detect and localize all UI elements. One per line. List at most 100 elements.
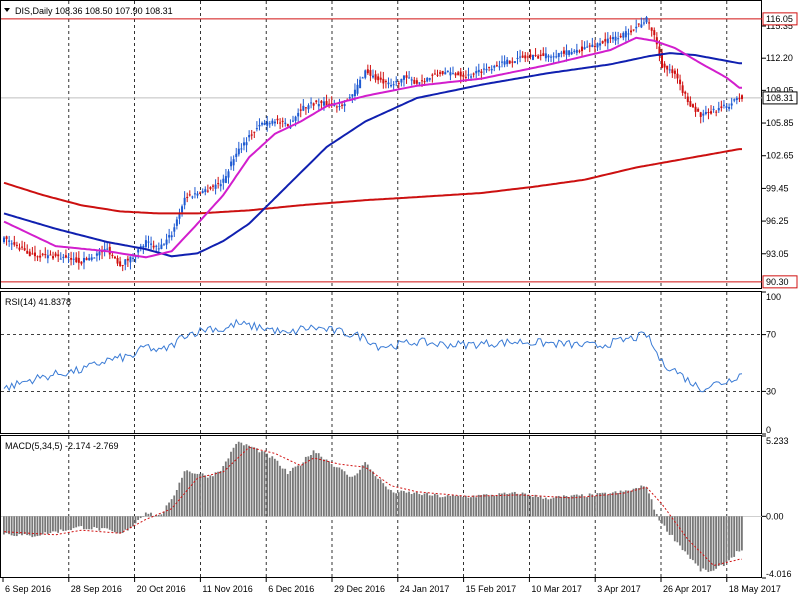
candle-body bbox=[588, 45, 591, 47]
candle-body bbox=[294, 116, 297, 121]
symbol-header[interactable]: DIS,Daily 108.36 108.50 107.90 108.31 bbox=[4, 6, 173, 16]
macd-histogram-bar bbox=[39, 516, 41, 536]
macd-histogram-bar bbox=[653, 509, 656, 517]
macd-histogram-bar bbox=[44, 516, 47, 533]
macd-histogram-bar bbox=[565, 495, 568, 517]
candle-body bbox=[395, 81, 398, 83]
macd-histogram-bar bbox=[15, 516, 18, 537]
x-axis-label: 11 Nov 2016 bbox=[202, 584, 252, 594]
macd-histogram-bar bbox=[90, 516, 93, 530]
macd-histogram-bar bbox=[449, 495, 452, 517]
macd-histogram-bar bbox=[470, 497, 472, 517]
candle-body bbox=[464, 76, 467, 78]
macd-histogram-bar bbox=[614, 491, 617, 517]
candle-body bbox=[160, 244, 163, 249]
candle-body bbox=[98, 251, 101, 256]
macd-histogram-bar bbox=[106, 516, 109, 529]
macd-histogram-bar bbox=[328, 461, 330, 517]
candle-body bbox=[343, 103, 346, 107]
candle-body bbox=[526, 56, 529, 58]
macd-histogram-bar bbox=[111, 516, 114, 532]
macd-histogram-bar bbox=[3, 516, 5, 535]
macd-histogram-bar bbox=[679, 516, 681, 546]
macd-histogram-bar bbox=[23, 516, 26, 535]
macd-histogram-bar bbox=[297, 465, 299, 517]
macd-histogram-bar bbox=[707, 516, 710, 572]
macd-histogram-bar bbox=[686, 516, 689, 555]
candle-body bbox=[614, 36, 617, 41]
macd-histogram-bar bbox=[294, 466, 297, 517]
macd-histogram-bar bbox=[75, 516, 78, 528]
candle-body bbox=[410, 79, 413, 81]
macd-histogram-bar bbox=[204, 475, 207, 517]
candle-body bbox=[18, 247, 21, 250]
macd-histogram-bar bbox=[160, 514, 163, 517]
macd-histogram-bar bbox=[444, 496, 447, 517]
macd-histogram-bar bbox=[717, 516, 720, 567]
macd-histogram-bar bbox=[325, 459, 328, 517]
macd-histogram-bar bbox=[503, 492, 506, 517]
candle-body bbox=[93, 257, 96, 259]
macd-histogram-bar bbox=[733, 516, 736, 557]
candle-body bbox=[284, 122, 287, 124]
macd-histogram-bar bbox=[423, 493, 426, 517]
macd-histogram-bar bbox=[307, 456, 310, 517]
macd-histogram-bar bbox=[330, 464, 333, 517]
macd-histogram-bar bbox=[663, 516, 666, 526]
macd-histogram-bar bbox=[46, 516, 49, 535]
candle-body bbox=[537, 55, 540, 59]
candle-body bbox=[90, 257, 93, 260]
macd-histogram-bar bbox=[392, 492, 395, 517]
ma-mid-line bbox=[3, 52, 742, 258]
candle-body bbox=[446, 70, 449, 72]
candle-body bbox=[454, 73, 457, 76]
macd-histogram-bar bbox=[645, 487, 648, 517]
candle-body bbox=[232, 159, 235, 166]
candle-body bbox=[511, 61, 514, 63]
candle-body bbox=[583, 47, 586, 50]
macd-histogram-bar bbox=[142, 516, 145, 517]
macd-histogram-bar bbox=[431, 495, 434, 517]
candle-body bbox=[462, 74, 465, 77]
macd-histogram-bar bbox=[568, 497, 570, 517]
candle-body bbox=[544, 53, 547, 59]
triangle-down-icon[interactable] bbox=[4, 8, 10, 12]
macd-histogram-bar bbox=[485, 494, 488, 517]
candle-body bbox=[467, 74, 470, 76]
candle-body bbox=[186, 196, 189, 199]
macd-histogram-bar bbox=[284, 468, 287, 517]
macd-histogram-bar bbox=[619, 490, 622, 517]
candle-body bbox=[31, 253, 34, 255]
y-axis-label: 112.20 bbox=[766, 53, 793, 63]
candle-body bbox=[586, 46, 589, 48]
candle-body bbox=[444, 72, 447, 75]
macd-histogram-bar bbox=[648, 493, 650, 517]
macd-histogram-bar bbox=[312, 450, 315, 517]
candle-body bbox=[439, 72, 442, 74]
x-axis-label: 6 Dec 2016 bbox=[268, 584, 314, 594]
x-axis-label: 20 Oct 2016 bbox=[137, 584, 186, 594]
candle-body bbox=[359, 79, 362, 89]
candle-body bbox=[552, 56, 555, 58]
macd-histogram-bar bbox=[129, 516, 132, 529]
candle-body bbox=[80, 261, 83, 264]
candle-body bbox=[658, 46, 661, 56]
candle-body bbox=[201, 191, 204, 193]
candle-body bbox=[547, 55, 550, 58]
macd-histogram-bar bbox=[273, 458, 276, 517]
macd-histogram-bar bbox=[214, 472, 217, 517]
candle-body bbox=[52, 256, 55, 259]
candle-body bbox=[663, 63, 666, 68]
macd-histogram-bar bbox=[400, 490, 403, 517]
macd-histogram-bar bbox=[635, 487, 638, 517]
y-axis-label: 99.45 bbox=[766, 183, 789, 193]
macd-header-text: MACD(5,34,5) -2.174 -2.769 bbox=[5, 441, 119, 451]
candle-body bbox=[175, 219, 178, 226]
macd-histogram-bar bbox=[506, 494, 508, 517]
candle-body bbox=[712, 108, 715, 110]
macd-histogram-bar bbox=[531, 496, 534, 517]
rsi-line bbox=[3, 318, 743, 393]
macd-histogram-bar bbox=[575, 494, 578, 517]
candle-body bbox=[64, 255, 67, 258]
candle-body bbox=[570, 52, 573, 55]
